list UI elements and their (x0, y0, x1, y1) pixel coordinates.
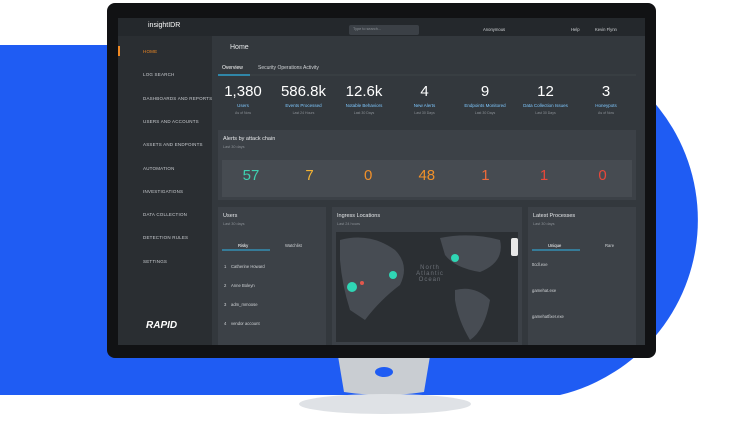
stat-note: As of Now (235, 111, 251, 115)
nav-item[interactable]: ASSETS AND ENDPOINTS (143, 142, 203, 148)
user-name[interactable]: adm_mmoose (231, 302, 258, 307)
help-link[interactable]: Help (571, 27, 580, 32)
nav-active (118, 46, 120, 56)
stat-note: Last 24 Hours (292, 111, 315, 115)
logo: insightIDR (148, 22, 181, 29)
alerts-row (222, 160, 632, 197)
row-rank: 2 (224, 283, 227, 288)
neck-hole (375, 367, 393, 377)
sidebar (118, 36, 212, 345)
nav-item[interactable]: AUTOMATION (143, 165, 175, 171)
stat-value: 9 (480, 83, 490, 100)
map-marker (360, 281, 364, 285)
user-name[interactable]: Anne Boleyn (231, 283, 255, 288)
stat-note: Last 30 Days (414, 111, 435, 115)
tab[interactable]: Rare (605, 243, 615, 248)
page-title: Home (230, 44, 249, 51)
panel-title: Alerts by attack chain (223, 136, 276, 142)
map-marker (347, 282, 357, 292)
panel-title: Latest Processes (533, 213, 576, 219)
panel-subtitle: Last 24 hours (337, 222, 361, 226)
alert-count: 1 (539, 167, 549, 184)
stat-label: Notable Behaviors (345, 103, 383, 108)
stat-value: 4 (420, 83, 429, 100)
stat-label: New Alerts (413, 103, 436, 108)
user-name[interactable]: Catherine Howard (231, 264, 265, 269)
nav-item[interactable]: USERS AND ACCOUNTS (143, 118, 199, 124)
panel-subtitle: Last 30 days (223, 145, 245, 149)
stat-label: Users (237, 103, 249, 108)
alert-count: 1 (481, 167, 490, 184)
nav-item[interactable]: HOME (143, 49, 158, 54)
search-box (349, 25, 419, 35)
alert-count: 0 (364, 167, 373, 184)
brand: RAPID (146, 320, 178, 331)
user-menu[interactable]: Kevin Flynn (595, 27, 617, 32)
tab[interactable]: Unique (548, 243, 562, 248)
search-input[interactable]: Type to search... (353, 27, 382, 31)
users-panel (218, 207, 326, 345)
alert-count: 0 (598, 167, 607, 184)
stat-value: 586.8k (280, 83, 327, 100)
row-rank: 4 (224, 321, 227, 326)
stat-label: Honeypots (595, 103, 617, 108)
tab[interactable]: Watchlist (285, 243, 302, 248)
stat-note: Last 30 Days (535, 111, 556, 115)
map-land (455, 288, 490, 340)
map-land (340, 237, 404, 320)
row-rank: 1 (224, 264, 227, 269)
monitor-base (299, 394, 471, 414)
panel-subtitle: Last 30 days (533, 222, 555, 226)
stat-value: 3 (601, 83, 611, 100)
panel-subtitle: Last 30 days (223, 222, 245, 226)
user-name[interactable]: vendor account (231, 321, 260, 326)
process-name[interactable]: gamehat.exe (532, 288, 557, 293)
org-menu[interactable]: Anonymous (483, 27, 506, 32)
alert-count: 7 (305, 167, 314, 184)
map-zoom[interactable] (511, 238, 518, 256)
panel-title: Ingress Locations (337, 213, 381, 219)
row-rank: 3 (224, 302, 227, 307)
tab[interactable]: Security Operations Activity (258, 65, 319, 71)
nav-item[interactable]: LOG SEARCH (143, 72, 175, 78)
map-label: North Atlantic Ocean (416, 265, 444, 283)
stat-note: As of Now (598, 111, 614, 115)
alert-count: 57 (242, 167, 260, 184)
stat-label: Events Processed (285, 103, 322, 108)
stat-label: Endpoints Monitored (464, 103, 506, 108)
nav-item[interactable]: DETECTION RULES (143, 235, 189, 241)
tab[interactable]: Overview (222, 65, 243, 71)
stat-label: Data Collection Issues (523, 103, 568, 108)
panel-title: Users (223, 213, 238, 219)
nav-item[interactable]: DATA COLLECTION (143, 212, 188, 218)
tab[interactable]: Risky (238, 243, 249, 248)
stat-note: Last 30 Days (353, 111, 375, 115)
stat-note: Last 30 Days (474, 111, 496, 115)
map-land (440, 235, 501, 272)
nav-item[interactable]: INVESTIGATIONS (143, 188, 184, 194)
stat-value: 12 (537, 83, 554, 100)
nav-item[interactable]: DASHBOARDS AND REPORTS (143, 95, 213, 101)
map-marker (451, 254, 459, 262)
nav-item[interactable]: SETTINGS (143, 258, 168, 264)
process-name[interactable]: gamehatfixer.exe (532, 314, 564, 319)
stat-value: 1,380 (224, 83, 262, 100)
alert-count: 48 (418, 167, 436, 184)
stat-value: 12.6k (345, 83, 383, 100)
processes-panel (528, 207, 636, 345)
process-name[interactable]: ttcdl.exe (532, 262, 548, 267)
map-marker (389, 271, 397, 279)
